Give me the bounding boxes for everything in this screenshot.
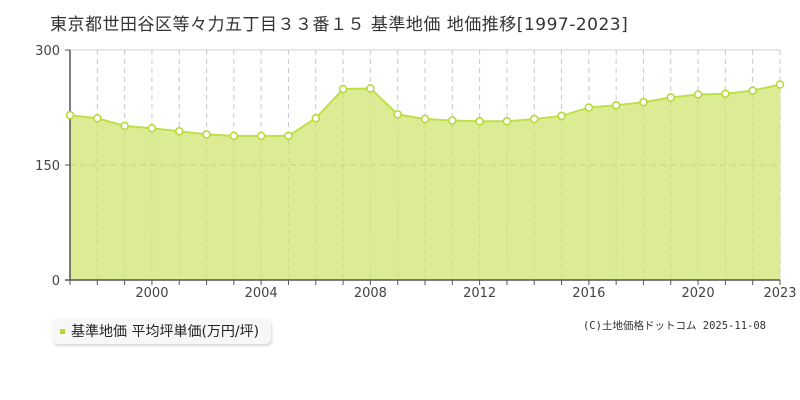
svg-text:2000: 2000 xyxy=(135,286,168,301)
svg-text:300: 300 xyxy=(35,44,60,59)
axis-labels: 0 150 300 2000 2004 2008 2012 2016 2020 2023 xyxy=(35,44,796,301)
area-fill xyxy=(70,84,780,280)
axes xyxy=(65,49,781,285)
svg-text:2008: 2008 xyxy=(354,286,387,301)
svg-text:2023: 2023 xyxy=(763,286,796,301)
svg-text:2012: 2012 xyxy=(463,286,496,301)
svg-text:2004: 2004 xyxy=(245,286,278,301)
svg-text:2020: 2020 xyxy=(682,286,715,301)
data-markers xyxy=(65,80,785,141)
legend-swatch xyxy=(60,328,65,334)
copyright-notice: (C)土地価格ドットコム 2025-11-08 xyxy=(582,320,766,332)
legend-label: 基準地価 平均坪単価(万円/坪) xyxy=(71,324,260,340)
area-chart: 0 150 300 2000 2004 2008 2012 2016 2020 2023 xyxy=(35,44,796,301)
svg-text:150: 150 xyxy=(35,159,60,174)
legend: 基準地価 平均坪単価(万円/坪) xyxy=(52,318,272,344)
svg-text:2016: 2016 xyxy=(572,286,605,301)
svg-text:0: 0 xyxy=(52,274,60,289)
chart-title: 東京都世田谷区等々力五丁目３３番１５ 基準地価 地価推移[1997-2023] xyxy=(50,15,629,35)
